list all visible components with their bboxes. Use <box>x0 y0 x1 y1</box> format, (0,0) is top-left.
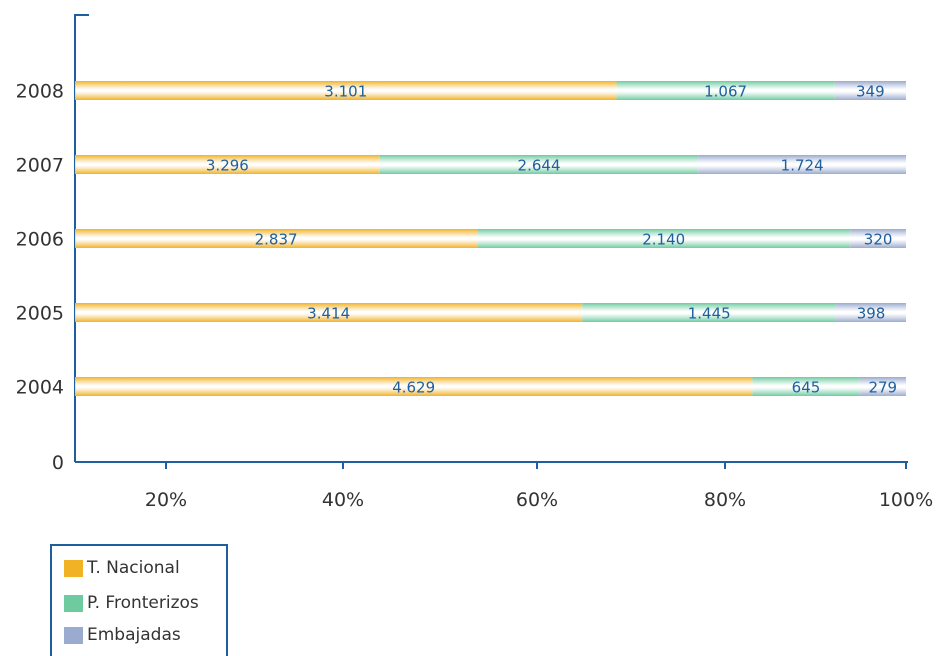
legend-label-t-nacional: T. Nacional <box>87 558 180 578</box>
bar-segment <box>834 81 906 100</box>
bar-value-label: 645 <box>792 379 821 397</box>
bar-segment <box>859 377 906 396</box>
bar-value-label: 1.445 <box>688 305 731 323</box>
bar-value-label: 398 <box>857 305 886 323</box>
legend-item-t-nacional: T. Nacional <box>64 556 180 580</box>
bar-segment <box>75 377 753 396</box>
legend-label-embajadas: Embajadas <box>87 625 181 645</box>
legend-item-embajadas: Embajadas <box>64 623 181 647</box>
y-category-label: 2006 <box>16 229 64 251</box>
bars <box>75 81 906 396</box>
legend-swatch-embajadas <box>64 626 83 644</box>
bar-value-label: 279 <box>868 379 897 397</box>
bar-value-label: 320 <box>864 231 893 249</box>
bar-value-label: 4.629 <box>392 379 435 397</box>
bar-segment <box>836 303 906 322</box>
y-category-label: 2008 <box>16 81 64 103</box>
bar-segment <box>616 81 835 100</box>
y-category-label: 2007 <box>16 155 64 177</box>
bar-segment <box>75 155 380 174</box>
legend: T. Nacional P. Fronterizos Embajadas <box>50 544 228 656</box>
bar-value-label: 2.140 <box>642 231 685 249</box>
bar-value-label: 1.067 <box>704 83 747 101</box>
y-zero-label: 0 <box>52 452 64 474</box>
legend-item-p-fronterizos: P. Fronterizos <box>64 591 199 615</box>
bar-value-label: 2.644 <box>518 157 561 175</box>
bar-value-label: 2.837 <box>255 231 298 249</box>
bar-value-label: 3.414 <box>307 305 350 323</box>
x-tick-label: 60% <box>516 489 558 511</box>
bar-segment <box>379 155 699 174</box>
x-tick-label: 20% <box>145 489 187 511</box>
x-tick-label: 40% <box>322 489 364 511</box>
x-tick-label: 100% <box>879 489 933 511</box>
bar-value-label: 3.101 <box>324 83 367 101</box>
bar-segment <box>477 229 851 248</box>
bar-segment <box>698 155 906 174</box>
y-category-label: 2004 <box>16 377 64 399</box>
bar-segment <box>752 377 860 396</box>
bar-segment <box>75 81 617 100</box>
bar-value-label: 3.296 <box>206 157 249 175</box>
y-category-label: 2005 <box>16 303 64 325</box>
legend-label-p-fronterizos: P. Fronterizos <box>87 593 199 613</box>
bar-segment <box>582 303 837 322</box>
legend-swatch-t-nacional <box>64 559 83 577</box>
labels: 2008 3.101 1.067 349 2007 3.296 2.644 1.724 2006… <box>16 81 897 399</box>
bar-segment <box>75 229 478 248</box>
x-tick-label: 80% <box>704 489 746 511</box>
legend-swatch-p-fronterizos <box>64 594 83 612</box>
stacked-bar-chart: 20% 40% 60% 80% 100% 0 2008 3.101 1.067 349 2007 3… <box>16 14 933 511</box>
axes: 20% 40% 60% 80% 100% 0 <box>52 14 933 511</box>
bar-value-label: 1.724 <box>781 157 824 175</box>
bar-value-label: 349 <box>856 83 885 101</box>
bar-segment <box>850 229 906 248</box>
bar-segment <box>75 303 583 322</box>
